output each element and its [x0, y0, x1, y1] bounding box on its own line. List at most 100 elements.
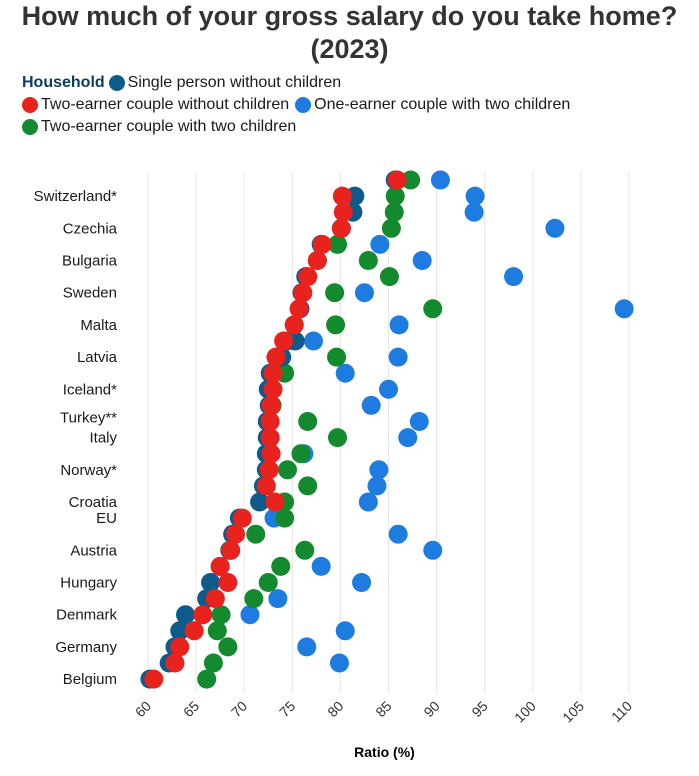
legend-label-two-earner-no-children: Two-earner couple without children [41, 96, 290, 113]
data-point [614, 299, 634, 319]
data-point [335, 621, 355, 641]
y-tick-label: Bulgaria [62, 253, 118, 270]
legend-title: Household [22, 74, 105, 91]
data-point [328, 234, 348, 254]
legend-item-single[interactable]: Single person without children [108, 74, 342, 92]
data-point [210, 556, 230, 576]
data-point [221, 540, 241, 560]
data-point [263, 379, 283, 399]
data-point [367, 476, 387, 496]
data-point [325, 283, 345, 303]
data-point [369, 460, 389, 480]
y-tick-label: EU [96, 510, 117, 527]
x-tick-label: 70 [228, 698, 250, 720]
legend-item-two-earner-two-children[interactable]: Two-earner couple with two children [22, 118, 296, 136]
data-point [412, 251, 432, 270]
data-point [170, 621, 190, 641]
data-point [207, 621, 227, 641]
data-point [388, 524, 408, 544]
data-point [246, 524, 266, 544]
legend-item-two-earner-no-children[interactable]: Two-earner couple without children [22, 96, 289, 114]
x-tick-label: 80 [324, 698, 346, 720]
chart-title: How much of your gross salary do you tak… [21, 1, 678, 64]
data-point [430, 170, 450, 190]
data-point [387, 170, 407, 190]
data-point [226, 524, 246, 544]
y-tick-label: Denmark [56, 607, 117, 624]
data-point [284, 315, 304, 335]
data-point [203, 653, 223, 673]
data-point [218, 573, 238, 592]
x-tick-label: 90 [420, 698, 442, 720]
data-point [545, 218, 565, 238]
data-point [389, 315, 409, 335]
data-point [312, 234, 332, 254]
scatter-plot: 60 65 70 75 80 85 90 95 100 105 110 Switzerland* Cze… [34, 170, 635, 726]
data-point [261, 395, 281, 415]
data-point [298, 476, 318, 496]
data-point [277, 460, 297, 480]
legend-label-two-earner-two-children: Two-earner couple with two children [41, 118, 297, 135]
data-point [265, 492, 285, 512]
data-point [259, 460, 279, 480]
legend: Household Single person without children… [22, 72, 692, 138]
data-point [261, 444, 281, 464]
x-tick-label: 110 [608, 698, 635, 725]
data-point [232, 508, 252, 528]
data-point [354, 283, 374, 303]
y-tick-label: Norway* [60, 462, 117, 479]
data-point [465, 186, 485, 206]
data-point [326, 315, 346, 335]
y-tick-label: Latvia [77, 349, 118, 366]
y-tick-label: Italy [89, 430, 117, 447]
data-point [211, 605, 231, 625]
data-point [385, 186, 405, 206]
legend-dot-two-earner-no-children [22, 97, 38, 113]
data-point [274, 331, 294, 351]
x-tick-label: 95 [468, 698, 490, 720]
x-tick-label: 85 [372, 698, 394, 720]
data-point [303, 331, 323, 351]
y-tick-label: Croatia [69, 494, 118, 511]
x-axis-label: Ratio (%) [354, 744, 415, 760]
data-point [358, 492, 378, 512]
legend-item-one-earner-two-children[interactable]: One-earner couple with two children [295, 96, 570, 114]
legend-dot-one-earner-two-children [295, 97, 312, 113]
data-point [333, 202, 353, 222]
y-tick-label: Czechia [63, 220, 118, 237]
data-point [275, 508, 295, 528]
x-tick-label: 105 [559, 698, 587, 726]
y-tick-label: Switzerland* [34, 188, 118, 205]
x-tick-label: 60 [132, 698, 154, 720]
data-point [298, 412, 318, 431]
data-point [352, 573, 372, 592]
data-point [291, 444, 311, 464]
data-point [384, 202, 404, 222]
y-tick-label: Germany [55, 639, 117, 656]
data-point [266, 347, 286, 367]
data-point [297, 637, 317, 657]
data-point [201, 573, 221, 592]
data-point [263, 363, 283, 383]
data-point [361, 395, 381, 415]
x-tick-label: 75 [276, 698, 298, 720]
legend-label-single: Single person without children [127, 74, 342, 91]
y-tick-label: Malta [80, 317, 117, 334]
data-point [423, 299, 443, 319]
data-point [176, 605, 196, 625]
data-point [381, 218, 401, 238]
data-point [244, 589, 264, 609]
data-point [311, 556, 331, 576]
data-point [289, 299, 309, 319]
legend-dot-single [108, 75, 125, 91]
data-point [295, 540, 315, 560]
data-point [379, 267, 399, 287]
data-point [256, 476, 276, 496]
x-tick-label: 100 [511, 698, 539, 726]
data-point [197, 669, 217, 689]
data-point [260, 412, 280, 431]
data-point [298, 267, 318, 287]
data-point [218, 637, 238, 657]
y-tick-label: Hungary [60, 575, 117, 592]
legend-label-one-earner-two-children: One-earner couple with two children [314, 96, 571, 113]
